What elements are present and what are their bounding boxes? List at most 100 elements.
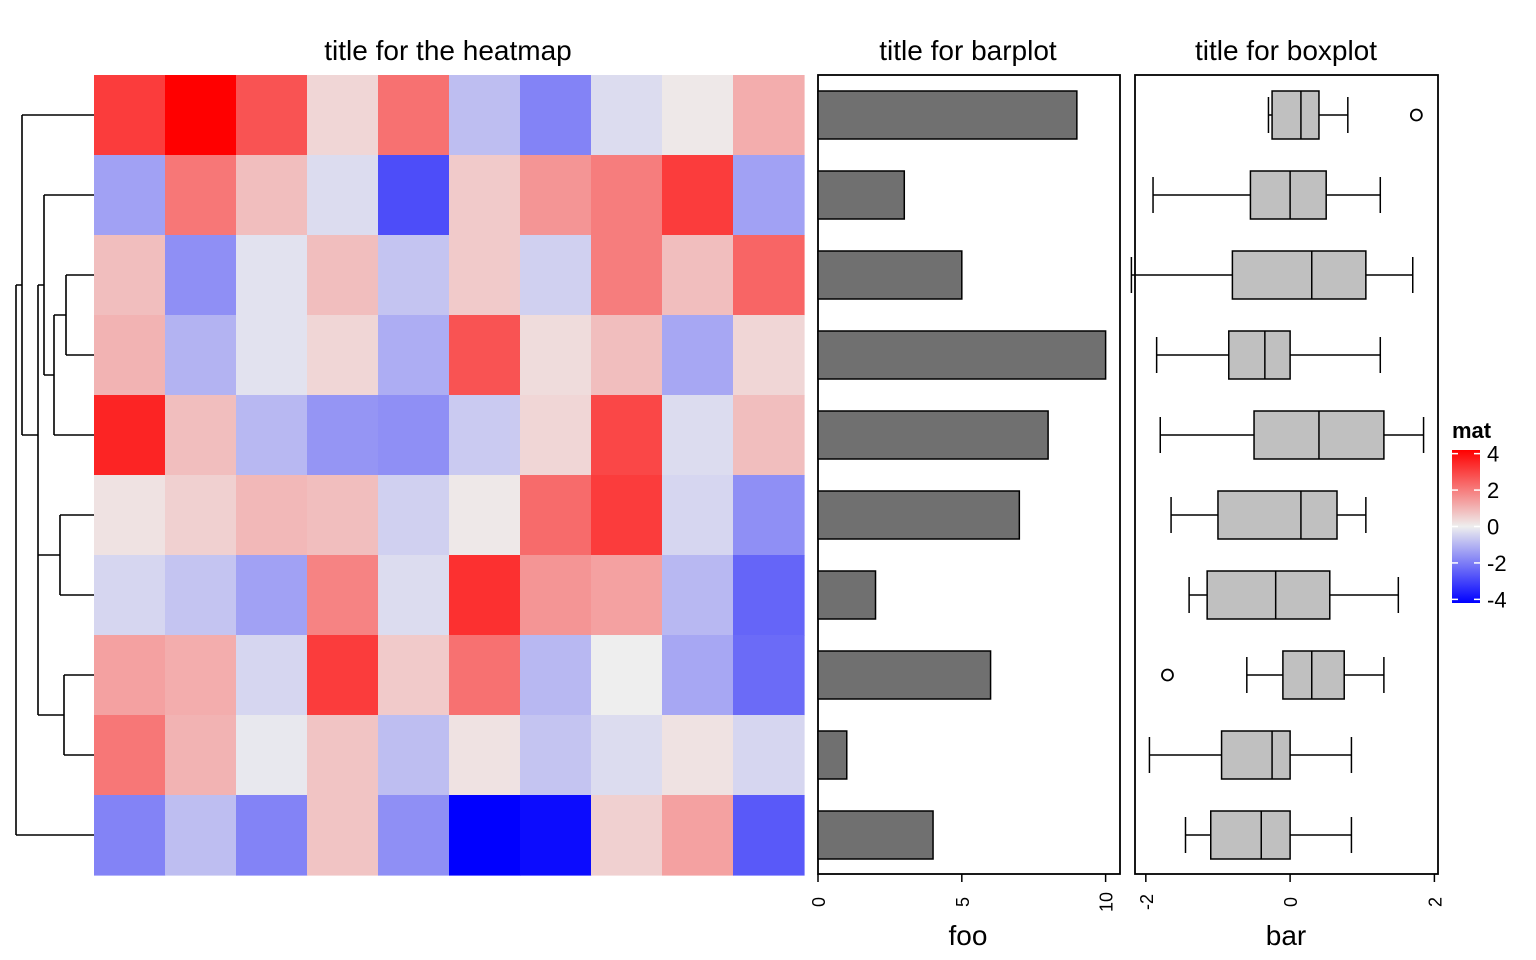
heatmap-cell xyxy=(520,235,592,316)
heatmap-cell xyxy=(307,635,379,716)
heatmap-cell xyxy=(165,795,237,876)
heatmap-cell xyxy=(94,75,166,156)
heatmap-cell xyxy=(165,395,237,476)
heatmap-cell xyxy=(662,75,734,156)
bar xyxy=(817,250,963,300)
boxplot-panel: -2 0 2 xyxy=(1130,74,1445,910)
box-iqr xyxy=(1271,90,1320,140)
heatmap-cell xyxy=(449,475,521,556)
heatmap-cell xyxy=(449,555,521,636)
heatmap-cell xyxy=(307,155,379,236)
legend-tick-label: -2 xyxy=(1487,551,1507,576)
heatmap-cell xyxy=(520,475,592,556)
heatmap-cell xyxy=(307,395,379,476)
heatmap-cell xyxy=(378,715,450,796)
box-iqr xyxy=(1228,330,1291,380)
boxplot-box xyxy=(1188,570,1400,620)
heatmap-cell xyxy=(165,555,237,636)
heatmap-cell xyxy=(378,475,450,556)
heatmap-cell xyxy=(591,155,663,236)
heatmap-title: title for the heatmap xyxy=(324,35,571,66)
bar xyxy=(817,90,1078,140)
boxplot-tick-label: -2 xyxy=(1137,894,1157,910)
heatmap-cell xyxy=(165,635,237,716)
barplot-xlabel: foo xyxy=(949,920,988,951)
heatmap-cell xyxy=(733,795,805,876)
heatmap-cell xyxy=(236,235,308,316)
heatmap-cell xyxy=(236,795,308,876)
heatmap-cell xyxy=(662,315,734,396)
heatmap-cell xyxy=(520,155,592,236)
heatmap-cell xyxy=(378,395,450,476)
heatmap-cell xyxy=(520,75,592,156)
heatmap-cell xyxy=(165,155,237,236)
heatmap-cell xyxy=(520,635,592,716)
bar xyxy=(817,170,906,220)
heatmap-cell xyxy=(307,475,379,556)
heatmap-cell xyxy=(591,315,663,396)
heatmap-cell xyxy=(94,235,166,316)
heatmap-cell xyxy=(449,395,521,476)
boxplot-box xyxy=(1267,90,1423,140)
heatmap-cell xyxy=(94,315,166,396)
box-outlier xyxy=(1409,108,1423,122)
heatmap-cell xyxy=(94,715,166,796)
heatmap-cell xyxy=(733,475,805,556)
heatmap-cell xyxy=(449,795,521,876)
boxplot-tick-label: 0 xyxy=(1281,897,1301,907)
heatmap-cell xyxy=(520,315,592,396)
heatmap-cell xyxy=(591,635,663,716)
heatmap-cell xyxy=(733,315,805,396)
heatmap-cell xyxy=(591,235,663,316)
heatmap-cell xyxy=(378,235,450,316)
heatmap-cell xyxy=(520,715,592,796)
dendrogram-branches xyxy=(15,114,94,836)
heatmap-cell xyxy=(449,235,521,316)
heatmap-cell xyxy=(307,235,379,316)
heatmap-cell xyxy=(449,315,521,396)
legend-title: mat xyxy=(1452,418,1492,443)
heatmap-cell xyxy=(591,395,663,476)
barplot-title: title for barplot xyxy=(879,35,1057,66)
bar xyxy=(817,490,1021,540)
heatmap-cell xyxy=(236,475,308,556)
heatmap-cell xyxy=(165,475,237,556)
heatmap-cell xyxy=(307,795,379,876)
box-outlier xyxy=(1161,668,1174,682)
boxplot-box xyxy=(1155,330,1382,380)
heatmap-cell xyxy=(236,635,308,716)
heatmap-cell xyxy=(662,635,734,716)
heatmap-cell xyxy=(449,635,521,716)
heatmap-cell xyxy=(165,75,237,156)
heatmap-cell xyxy=(94,635,166,716)
heatmap-cell xyxy=(378,795,450,876)
boxplot-xlabel: bar xyxy=(1266,920,1306,951)
heatmap-cell xyxy=(378,635,450,716)
box-iqr xyxy=(1210,810,1291,860)
heatmap-cell xyxy=(94,395,166,476)
heatmap-cell xyxy=(591,555,663,636)
heatmap-cell xyxy=(662,155,734,236)
barplot-panel: 0 5 10 xyxy=(809,74,1121,912)
heatmap-cell xyxy=(591,475,663,556)
bar xyxy=(817,570,877,620)
heatmap-cell xyxy=(733,635,805,716)
heatmap-cell xyxy=(733,155,805,236)
heatmap-cell xyxy=(236,75,308,156)
heatmap-cell xyxy=(520,795,592,876)
heatmap-cell xyxy=(94,555,166,636)
heatmap-cell xyxy=(520,395,592,476)
heatmap-cell xyxy=(378,75,450,156)
heatmap-cell xyxy=(94,795,166,876)
bar xyxy=(817,330,1107,380)
heatmap-cell xyxy=(94,155,166,236)
heatmap-cell xyxy=(662,395,734,476)
legend-tick-label: 2 xyxy=(1487,478,1499,503)
legend-tick-label: 4 xyxy=(1487,442,1499,467)
heatmap-cell xyxy=(165,315,237,396)
heatmap-cell xyxy=(307,555,379,636)
heatmap-cell xyxy=(520,555,592,636)
boxplot-title: title for boxplot xyxy=(1195,35,1377,66)
heatmap-cell xyxy=(236,555,308,636)
